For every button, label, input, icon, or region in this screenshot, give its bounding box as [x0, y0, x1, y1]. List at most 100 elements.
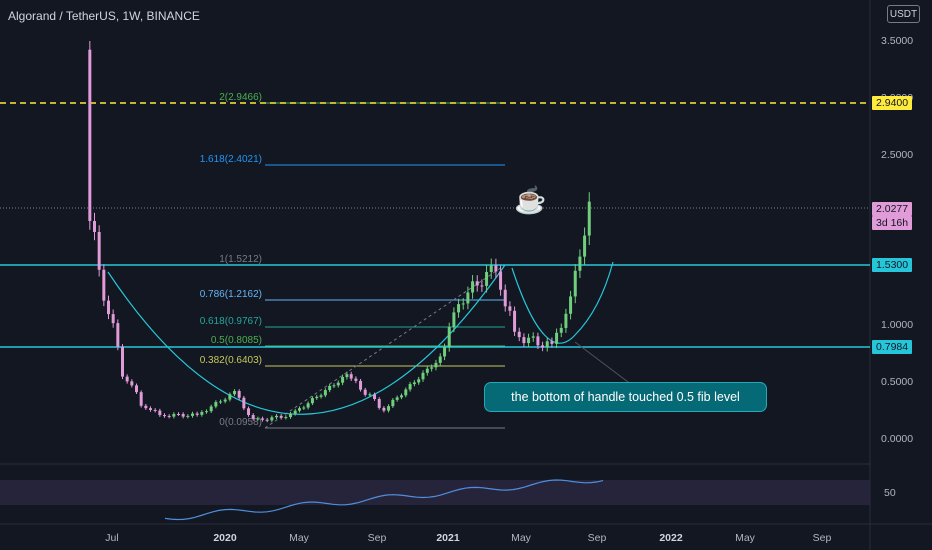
time-tick: Jul [105, 532, 118, 544]
fib-label-0618: 0.618(0.9767) [200, 316, 262, 327]
rsi-tick: 50 [884, 487, 896, 499]
candles-group [88, 41, 591, 423]
fib-label-05: 0.5(0.8085) [211, 335, 262, 346]
upper-level-tag: 1.5300 [872, 258, 913, 272]
candle-body [452, 312, 456, 328]
fib-label-2: 2(2.9466) [219, 92, 262, 103]
candle-body [438, 356, 442, 363]
candle-body [149, 408, 153, 410]
candle-body [265, 419, 269, 421]
candle-body [545, 341, 549, 348]
candle-body [97, 231, 101, 270]
time-tick: 2021 [436, 532, 460, 544]
candle-body [508, 306, 512, 311]
candle-body [517, 331, 521, 338]
candle-body [475, 281, 479, 286]
candle-body [531, 336, 535, 338]
candle-body [466, 292, 470, 304]
coffee-cup-icon[interactable]: ☕ [514, 185, 547, 215]
candle-body [195, 413, 199, 415]
candle-body [298, 408, 302, 411]
candle-body [237, 391, 241, 398]
candle-body [354, 378, 358, 381]
candle-body [233, 391, 237, 395]
candle-body [447, 327, 451, 348]
candle-body [359, 380, 363, 390]
candle-body [345, 374, 349, 378]
candle-body [336, 382, 340, 386]
candle-body [564, 313, 568, 328]
candle-body [457, 304, 461, 313]
candle-body [111, 314, 115, 324]
time-tick: Sep [813, 532, 832, 544]
price-tick: 2.5000 [881, 149, 913, 161]
candle-body [130, 381, 134, 386]
candle-body [412, 382, 416, 385]
candle-body [200, 411, 204, 415]
current-price-tag: 2.0277 [872, 202, 913, 216]
time-tick: 2022 [659, 532, 683, 544]
annotation-callout[interactable]: the bottom of handle touched 0.5 fib lev… [484, 382, 767, 412]
candle-body [443, 347, 447, 357]
candle-body [578, 256, 582, 271]
candle-body [399, 395, 403, 398]
candle-body [377, 399, 381, 408]
fib-label-0382: 0.382(0.6403) [200, 355, 262, 366]
cup-curve [107, 264, 506, 415]
candle-body [135, 385, 139, 393]
candle-body [587, 201, 591, 236]
candle-body [261, 418, 265, 420]
candle-body [421, 372, 425, 380]
candle-body [181, 414, 185, 417]
candle-body [583, 235, 587, 257]
candle-body [559, 327, 563, 333]
candle-body [527, 337, 531, 344]
price-tick: 0.5000 [881, 376, 913, 388]
candle-body [275, 415, 279, 418]
candle-body [382, 407, 386, 411]
rsi-band [0, 480, 870, 505]
candle-body [88, 49, 92, 222]
fib-label-0: 0(0.0958) [219, 417, 262, 428]
candle-body [373, 394, 377, 400]
candle-body [417, 379, 421, 383]
candle-body [191, 413, 195, 416]
handle-curve [511, 261, 614, 344]
countdown-tag: 3d 16h [872, 216, 913, 230]
candle-body [503, 289, 507, 307]
fib-label-0786: 0.786(1.2162) [200, 289, 262, 300]
candle-body [461, 303, 465, 305]
candle-body [186, 415, 190, 417]
candle-body [555, 332, 559, 344]
price-tick: 1.0000 [881, 319, 913, 331]
candle-body [573, 270, 577, 297]
lower-level-tag: 0.7984 [872, 340, 913, 354]
fib-label-1: 1(1.5212) [219, 254, 262, 265]
candle-body [125, 376, 129, 382]
resistance-price-tag: 2.9400 [872, 96, 913, 110]
candle-body [302, 407, 306, 409]
candle-body [480, 285, 484, 287]
candle-body [323, 390, 327, 396]
candle-body [434, 362, 438, 368]
price-tick: 3.5000 [881, 35, 913, 47]
candle-body [306, 403, 310, 408]
candle-body [293, 410, 297, 414]
candle-body [153, 409, 157, 411]
candle-body [247, 408, 251, 416]
candle-body [471, 281, 475, 293]
candle-body [349, 374, 353, 379]
candle-body [223, 399, 227, 402]
time-tick: May [511, 532, 532, 544]
candle-body [536, 336, 540, 346]
candle-body [387, 406, 391, 411]
candle-body [177, 414, 181, 416]
candle-body [522, 337, 526, 344]
candle-body [485, 271, 489, 286]
candle-body [315, 396, 319, 399]
candle-body [167, 415, 171, 417]
currency-unit-button[interactable]: USDT [887, 5, 920, 23]
candle-body [332, 385, 336, 387]
